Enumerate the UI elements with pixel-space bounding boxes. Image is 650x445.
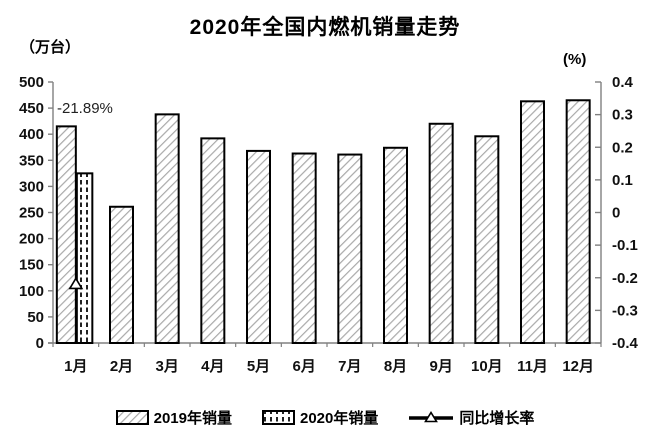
left-axis-tick-label: 450 bbox=[19, 100, 44, 117]
right-axis-unit-label: (%) bbox=[563, 51, 587, 68]
bar-2019-1月 bbox=[55, 125, 77, 345]
diagonal-hatch-swatch-icon bbox=[115, 410, 149, 425]
right-axis-tick-label: -0.4 bbox=[612, 335, 639, 352]
growth-rate-annotation: -21.89% bbox=[57, 100, 113, 117]
bar-2019-4月 bbox=[200, 137, 226, 344]
left-axis-tick-label: 150 bbox=[19, 257, 44, 274]
right-axis-tick-label: 0.4 bbox=[612, 74, 634, 91]
bar-2019-9月 bbox=[428, 122, 454, 345]
right-axis-tick-label: -0.3 bbox=[612, 302, 638, 319]
left-axis-tick-label: 350 bbox=[19, 152, 44, 169]
left-axis-tick-label: 400 bbox=[19, 126, 44, 143]
bar-2019-7月 bbox=[337, 153, 363, 344]
right-axis-tick-label: 0.1 bbox=[612, 172, 633, 189]
x-axis-label: 12月 bbox=[562, 358, 594, 375]
bar-2019-3月 bbox=[154, 113, 180, 344]
left-axis-tick-label: 300 bbox=[19, 178, 44, 195]
x-axis-label: 10月 bbox=[471, 358, 503, 375]
chart-legend: 2019年销量 2020年销量 同比增长率 bbox=[0, 407, 650, 428]
x-axis-label: 7月 bbox=[338, 358, 361, 375]
legend-item-2019-sales: 2019年销量 bbox=[115, 407, 232, 428]
right-axis-tick-label: 0.3 bbox=[612, 107, 633, 124]
right-axis-tick-label: 0.2 bbox=[612, 139, 633, 156]
chart-title: 2020年全国内燃机销量走势 bbox=[189, 16, 461, 39]
legend-item-2020-sales: 2020年销量 bbox=[261, 407, 379, 428]
chart-canvas: 5004504003503002502001501005000.40.30.20… bbox=[19, 74, 639, 375]
bar-2019-10月 bbox=[474, 135, 500, 344]
left-axis-tick-label: 100 bbox=[19, 283, 44, 300]
legend-label-2019-sales: 2019年销量 bbox=[153, 410, 232, 427]
legend-label-growth-rate: 同比增长率 bbox=[459, 410, 535, 427]
left-axis-tick-label: 500 bbox=[19, 74, 44, 91]
legend-label-2020-sales: 2020年销量 bbox=[299, 410, 379, 427]
x-axis-label: 3月 bbox=[155, 358, 178, 375]
right-axis-tick-label: -0.2 bbox=[612, 270, 638, 287]
left-axis-tick-label: 200 bbox=[19, 231, 44, 248]
vertical-dash-swatch-icon bbox=[261, 410, 295, 425]
left-axis-tick-label: 250 bbox=[19, 205, 44, 222]
bar-2019-8月 bbox=[383, 146, 408, 344]
bar-2019-6月 bbox=[291, 152, 317, 344]
x-axis-label: 2月 bbox=[110, 358, 133, 375]
bar-2019-12月 bbox=[565, 99, 591, 344]
x-axis-label: 4月 bbox=[201, 358, 224, 375]
left-axis-tick-label: 0 bbox=[36, 335, 44, 352]
left-axis-tick-label: 50 bbox=[27, 309, 44, 326]
right-axis-tick-label: -0.1 bbox=[612, 237, 638, 254]
bar-2019-11月 bbox=[520, 100, 545, 345]
right-axis-tick-label: 0 bbox=[612, 205, 620, 222]
x-axis-label: 6月 bbox=[292, 358, 315, 375]
line-triangle-swatch-icon bbox=[409, 410, 454, 423]
x-axis-label: 8月 bbox=[384, 358, 407, 375]
growth-rate-marker-1月 bbox=[68, 276, 84, 290]
left-axis-unit-label: （万台） bbox=[20, 39, 81, 56]
x-axis-label: 9月 bbox=[429, 358, 452, 375]
x-axis-label: 1月 bbox=[64, 358, 87, 375]
x-axis-label: 5月 bbox=[247, 358, 270, 375]
bar-2019-5月 bbox=[246, 149, 271, 344]
x-axis-label: 11月 bbox=[517, 358, 548, 375]
bar-2019-2月 bbox=[109, 205, 134, 344]
bar-2020-1月 bbox=[75, 172, 94, 344]
legend-item-growth-rate: 同比增长率 bbox=[408, 407, 534, 428]
